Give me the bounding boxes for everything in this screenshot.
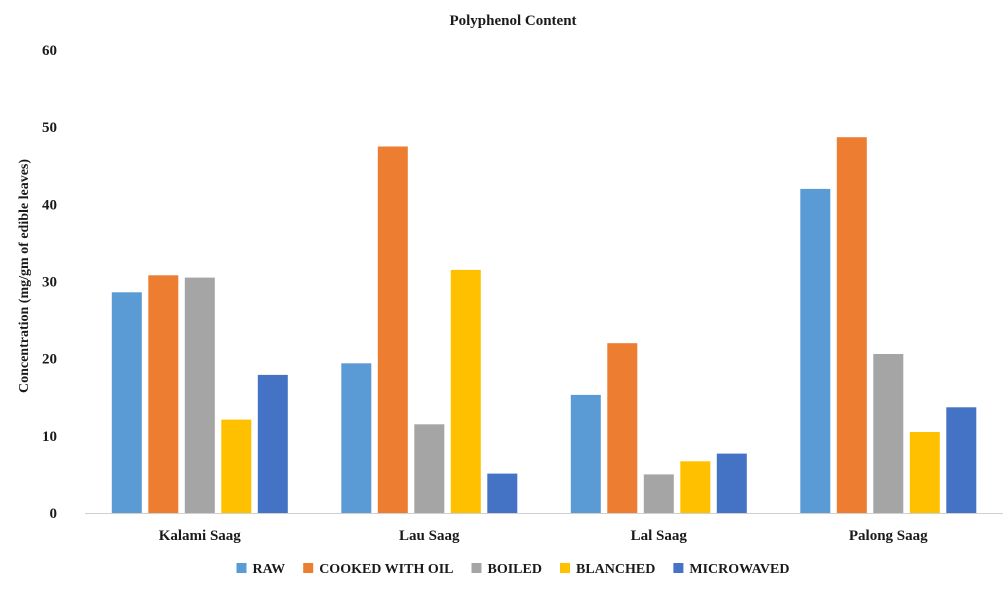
x-axis-categories: Kalami Saag Lau Saag Lal Saag Palong Saag <box>159 528 928 544</box>
bar-series <box>111 137 977 513</box>
legend-swatch <box>236 563 247 573</box>
legend-label: BLANCHED <box>576 562 655 577</box>
bar <box>946 407 977 513</box>
category-label: Kalami Saag <box>159 528 242 544</box>
y-tick-label: 60 <box>42 43 57 59</box>
bar <box>221 419 252 513</box>
chart-title: Polyphenol Content <box>449 13 576 29</box>
y-tick-label: 20 <box>42 352 57 368</box>
category-label: Lal Saag <box>631 528 688 544</box>
bar <box>487 473 518 513</box>
y-axis-ticks: 0 10 20 30 40 50 60 <box>42 43 57 522</box>
bar <box>570 394 601 513</box>
category-label: Lau Saag <box>399 528 460 544</box>
bar <box>643 474 674 513</box>
bar <box>909 432 940 513</box>
bar <box>111 292 142 513</box>
legend: RAW COOKED WITH OIL BOILED BLANCHED MICROWAV… <box>236 562 789 577</box>
legend-swatch <box>560 563 570 573</box>
y-tick-label: 0 <box>50 506 58 522</box>
legend-swatch <box>303 563 314 573</box>
bar <box>450 269 481 513</box>
bar <box>716 453 747 513</box>
bar <box>873 354 904 513</box>
bar <box>607 343 638 513</box>
legend-label: BOILED <box>488 562 542 577</box>
category-label: Palong Saag <box>849 528 928 544</box>
legend-swatch <box>673 563 684 573</box>
y-tick-label: 40 <box>42 197 57 213</box>
bar <box>148 275 179 513</box>
y-axis-label: Concentration (mg/gm of edible leaves) <box>17 159 32 393</box>
y-tick-label: 30 <box>42 275 57 291</box>
bar <box>184 277 215 513</box>
legend-label: RAW <box>253 562 286 577</box>
legend-label: COOKED WITH OIL <box>319 562 453 577</box>
y-tick-label: 10 <box>42 429 57 445</box>
bar <box>800 188 831 513</box>
bar <box>341 363 372 513</box>
legend-label: MICROWAVED <box>689 562 789 577</box>
y-tick-label: 50 <box>42 120 57 136</box>
bar <box>414 424 445 513</box>
bar <box>836 137 867 513</box>
bar <box>680 461 711 513</box>
bar <box>377 146 408 513</box>
bar <box>257 374 288 513</box>
legend-swatch <box>471 563 482 573</box>
